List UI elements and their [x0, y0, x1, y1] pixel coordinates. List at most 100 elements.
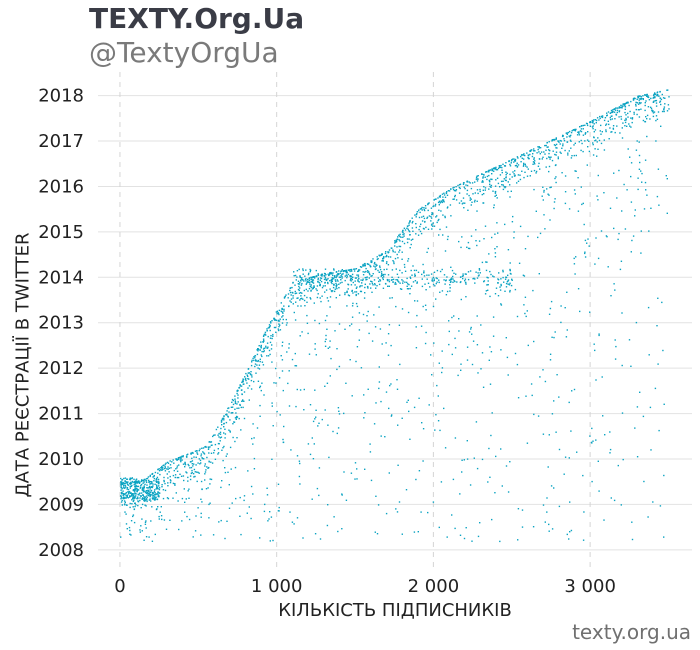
data-point: [503, 165, 506, 167]
data-point: [342, 273, 344, 275]
data-point: [120, 492, 123, 494]
data-point: [542, 186, 544, 188]
data-point: [553, 201, 556, 203]
data-point: [365, 267, 367, 270]
data-point: [199, 448, 201, 450]
data-point: [356, 286, 358, 288]
data-point: [524, 154, 526, 157]
data-point: [221, 424, 223, 426]
data-point: [466, 440, 468, 442]
data-point: [633, 113, 635, 115]
data-point: [548, 156, 550, 158]
data-point: [318, 322, 321, 325]
data-point: [497, 295, 500, 297]
data-point: [278, 323, 280, 325]
data-point: [481, 181, 483, 183]
data-point: [391, 276, 393, 278]
data-point: [134, 483, 137, 485]
data-point: [258, 364, 261, 366]
data-point: [217, 453, 219, 455]
data-point: [297, 283, 299, 285]
data-point: [143, 487, 145, 490]
data-point: [145, 495, 148, 497]
data-point: [439, 202, 441, 204]
data-point: [295, 405, 297, 408]
data-point: [322, 285, 325, 287]
data-point: [247, 368, 250, 370]
data-point: [143, 489, 145, 491]
data-point: [295, 292, 298, 294]
data-point: [288, 405, 291, 407]
data-point: [307, 443, 310, 445]
data-point: [369, 273, 371, 276]
data-point: [242, 406, 244, 409]
data-point: [308, 353, 311, 355]
data-point: [184, 511, 186, 513]
data-point: [155, 478, 158, 480]
data-point: [475, 229, 477, 231]
data-point: [663, 109, 665, 111]
y-tick-label: 2016: [38, 176, 84, 197]
data-point: [385, 391, 388, 393]
data-point: [548, 165, 551, 168]
data-point: [234, 466, 237, 469]
data-point: [452, 188, 455, 191]
data-point: [182, 463, 185, 465]
data-point: [270, 348, 273, 350]
data-point: [287, 293, 290, 295]
data-point: [323, 272, 326, 275]
data-point: [555, 137, 557, 139]
data-point: [555, 181, 557, 184]
data-point: [555, 176, 557, 178]
data-point: [362, 274, 365, 276]
data-point: [201, 457, 203, 459]
data-point: [646, 135, 648, 138]
data-point: [345, 270, 347, 273]
data-point: [230, 406, 233, 408]
data-point: [568, 538, 570, 540]
data-point: [652, 112, 655, 114]
data-point: [546, 511, 548, 513]
data-point: [489, 383, 492, 385]
data-point: [338, 273, 340, 275]
data-point: [301, 297, 303, 300]
data-point: [283, 425, 285, 428]
data-point: [270, 516, 273, 518]
data-point: [314, 348, 316, 350]
data-point: [447, 235, 449, 238]
data-point: [211, 462, 214, 464]
data-point: [571, 130, 573, 132]
data-point: [414, 300, 416, 302]
data-point: [257, 367, 259, 369]
data-point: [204, 446, 206, 448]
data-point: [505, 276, 507, 278]
data-point: [251, 374, 253, 376]
data-point: [584, 140, 586, 142]
data-point: [406, 288, 409, 290]
data-point: [570, 430, 572, 432]
data-point: [367, 287, 369, 289]
data-point: [217, 448, 219, 450]
data-point: [148, 492, 151, 494]
data-point: [542, 369, 544, 371]
data-point: [648, 99, 651, 101]
data-point: [523, 153, 525, 155]
data-point: [638, 101, 641, 104]
data-point: [363, 394, 365, 396]
data-point: [358, 278, 360, 280]
data-point: [607, 111, 610, 113]
data-point: [477, 178, 479, 180]
data-point: [555, 154, 557, 156]
data-point: [302, 273, 304, 275]
data-point: [612, 125, 615, 127]
data-point: [652, 501, 654, 503]
data-point: [347, 288, 349, 290]
data-point: [441, 371, 443, 374]
data-point: [413, 406, 416, 409]
data-point: [268, 326, 271, 329]
data-point: [413, 531, 416, 533]
data-point: [603, 139, 605, 141]
data-point: [443, 201, 445, 203]
data-point: [186, 456, 188, 458]
data-point: [499, 186, 501, 188]
